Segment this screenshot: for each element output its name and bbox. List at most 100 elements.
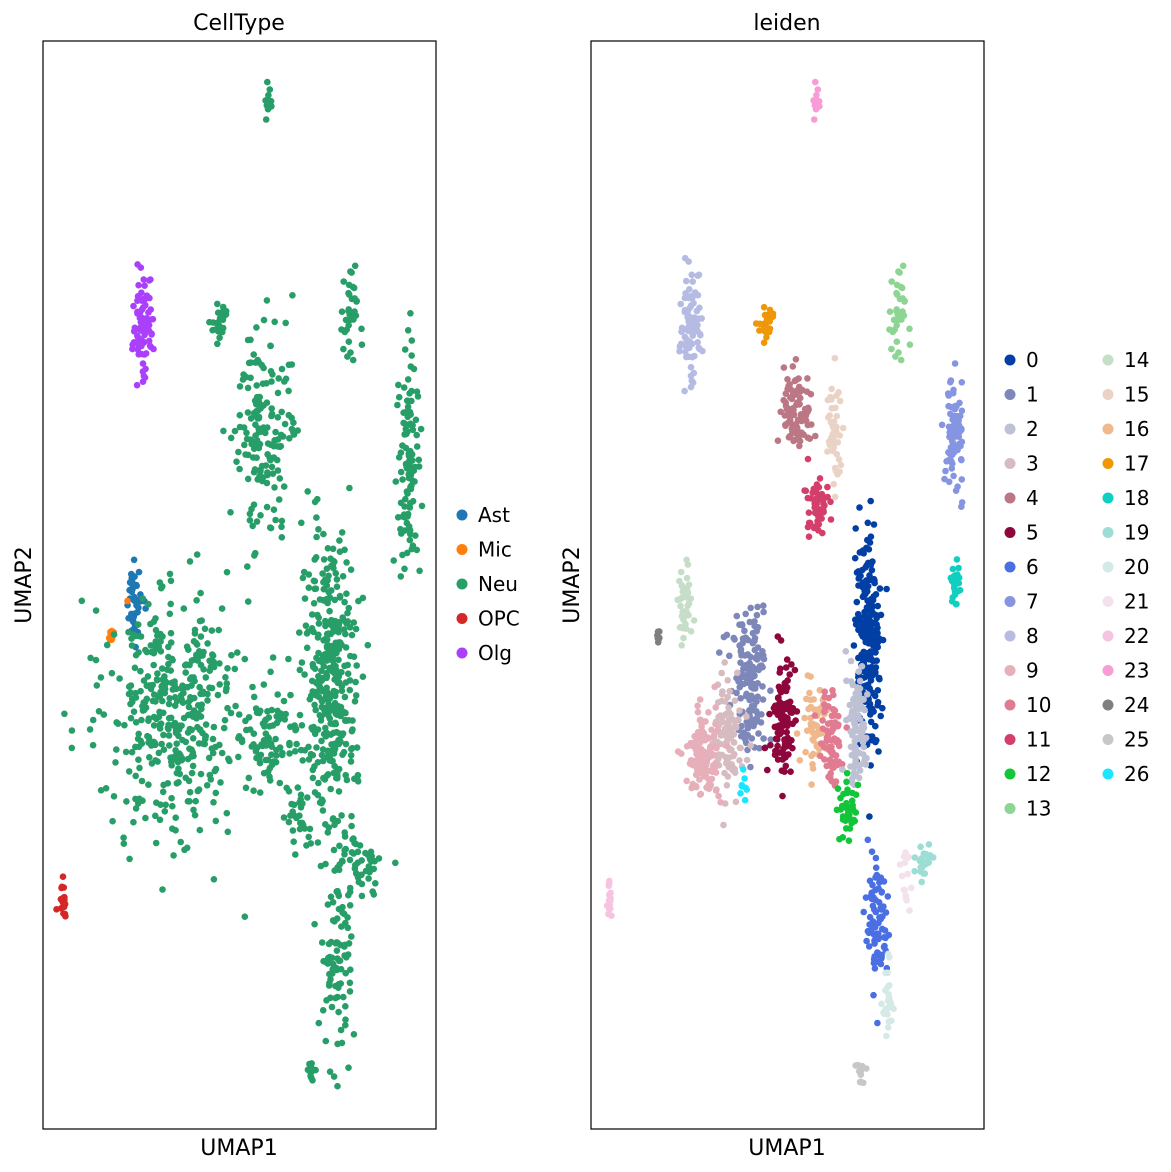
point-Neu: [347, 652, 354, 660]
point-2: [856, 733, 864, 741]
legend-item-0: 0: [1004, 348, 1039, 372]
point-2: [839, 766, 846, 773]
point-12: [852, 791, 860, 798]
point-12: [854, 781, 862, 789]
point-Neu: [347, 268, 354, 275]
point-3: [724, 735, 732, 742]
point-Neu: [310, 600, 318, 607]
point-Neu: [267, 524, 275, 532]
point-10: [826, 743, 833, 751]
point-Ast: [130, 596, 138, 604]
point-18: [949, 594, 956, 601]
point-Neu: [278, 517, 286, 525]
point-5: [774, 633, 782, 640]
point-5: [778, 723, 786, 730]
point-Neu: [320, 556, 328, 563]
legend-marker: [1004, 458, 1016, 469]
point-Neu: [345, 940, 353, 947]
point-11: [827, 516, 835, 523]
point-0: [874, 687, 882, 694]
point-Neu: [336, 842, 343, 850]
point-0: [874, 643, 881, 651]
point-Neu: [112, 759, 119, 766]
point-11: [813, 481, 821, 488]
point-Neu: [322, 724, 329, 732]
point-Neu: [210, 723, 218, 731]
point-Neu: [345, 891, 352, 899]
point-25: [856, 1066, 864, 1073]
point-15: [828, 442, 836, 449]
point-Neu: [349, 283, 357, 291]
point-Neu: [337, 1026, 345, 1034]
point-Neu: [161, 680, 168, 688]
point-Neu: [188, 769, 196, 777]
point-Olg: [142, 365, 149, 373]
point-Neu: [293, 740, 300, 748]
point-9: [698, 723, 705, 730]
point-9: [711, 683, 718, 691]
point-0: [874, 702, 881, 709]
legend-item-13: 13: [1004, 797, 1051, 821]
point-15: [831, 493, 839, 501]
point-16: [807, 696, 814, 704]
point-Neu: [260, 737, 268, 744]
legend-item-24: 24: [1102, 693, 1149, 717]
point-3: [724, 677, 731, 684]
legend-item-1: 1: [1004, 383, 1039, 407]
point-Neu: [375, 855, 383, 862]
cluster-17: [752, 303, 777, 347]
point-Neu: [227, 434, 235, 442]
point-3: [743, 756, 751, 764]
point-Neu: [236, 423, 244, 431]
plot-frame: [590, 40, 985, 1130]
point-9: [712, 787, 720, 794]
point-5: [778, 728, 785, 736]
point-Neu: [208, 627, 216, 634]
point-Ast: [135, 604, 142, 611]
point-Neu: [334, 1040, 341, 1048]
point-Neu: [319, 1007, 327, 1014]
point-11: [809, 489, 816, 497]
legend-marker: [1102, 561, 1114, 573]
point-Neu: [244, 598, 252, 605]
point-0: [865, 546, 873, 553]
point-Neu: [195, 710, 202, 717]
point-15: [827, 419, 835, 426]
point-1: [737, 648, 745, 655]
point-0: [853, 598, 861, 606]
point-0: [867, 762, 874, 769]
point-Neu: [315, 620, 323, 627]
point-0: [857, 572, 864, 580]
point-Neu: [86, 726, 94, 733]
point-7: [952, 487, 960, 495]
point-4: [796, 400, 803, 408]
legend-marker: [1102, 768, 1114, 780]
point-Neu: [167, 600, 174, 608]
point-Olg: [141, 329, 149, 336]
point-Neu: [210, 658, 218, 666]
point-Neu: [401, 527, 409, 534]
legend-item-25: 25: [1102, 728, 1149, 752]
point-Neu: [166, 742, 173, 749]
point-Mic: [124, 597, 131, 605]
point-1: [759, 663, 766, 671]
point-Neu: [312, 585, 320, 592]
point-9: [696, 776, 703, 783]
point-Neu: [392, 859, 399, 867]
legend-label: 25: [1124, 728, 1149, 752]
point-Neu: [243, 429, 250, 437]
cluster-1: [716, 602, 775, 771]
point-Neu: [132, 772, 139, 780]
point-10: [823, 734, 831, 741]
point-Neu: [191, 626, 199, 634]
point-Neu: [408, 545, 416, 553]
point-Olg: [138, 289, 145, 297]
legend-marker: [1004, 768, 1016, 780]
point-Neu: [152, 626, 160, 634]
point-4: [784, 376, 791, 383]
point-16: [812, 732, 819, 740]
point-15: [831, 354, 839, 362]
point-Neu: [158, 665, 166, 672]
point-18: [955, 574, 963, 581]
point-Neu: [144, 673, 152, 680]
